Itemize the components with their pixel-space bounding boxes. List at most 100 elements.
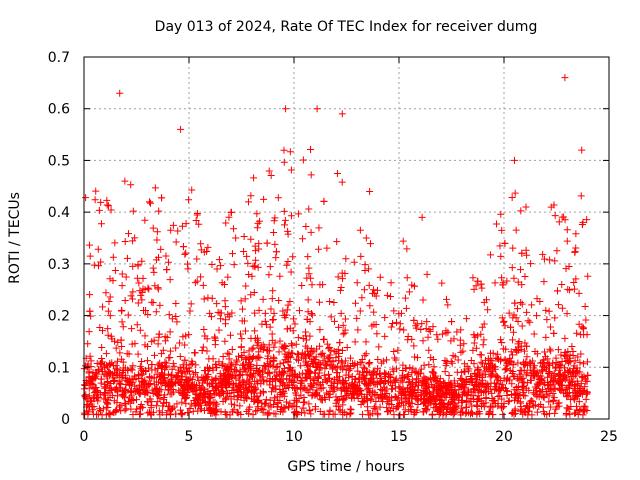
data-point: [187, 300, 195, 308]
data-point: [109, 253, 117, 261]
data-point: [320, 352, 328, 360]
data-point: [272, 254, 280, 262]
data-point: [340, 362, 348, 370]
data-point: [230, 261, 238, 269]
data-point: [247, 192, 255, 200]
data-point: [533, 408, 541, 416]
data-point: [325, 345, 333, 353]
data-point: [253, 406, 261, 414]
data-point: [554, 301, 562, 309]
data-point: [211, 336, 219, 344]
data-point: [113, 367, 121, 375]
data-point: [308, 392, 316, 400]
data-point: [463, 315, 471, 323]
data-point: [221, 337, 229, 345]
data-point: [280, 158, 288, 166]
data-point: [556, 370, 564, 378]
data-point: [546, 345, 554, 353]
data-point: [222, 219, 230, 227]
data-point: [575, 398, 583, 406]
data-point: [472, 282, 480, 290]
data-point: [247, 291, 255, 299]
data-point: [335, 323, 343, 331]
data-point: [211, 333, 219, 341]
data-point: [376, 273, 384, 281]
data-point: [477, 358, 485, 366]
data-point: [250, 174, 258, 182]
data-point: [221, 320, 229, 328]
data-point: [134, 350, 142, 358]
data-point: [570, 285, 578, 293]
data-point: [149, 224, 157, 232]
data-point: [253, 224, 261, 232]
x-tick-label: 25: [600, 429, 618, 445]
data-point: [557, 351, 565, 359]
y-tick-label: 0.7: [48, 50, 70, 66]
data-point: [90, 261, 98, 269]
data-point: [581, 302, 589, 310]
data-point: [95, 262, 103, 270]
data-point: [456, 341, 464, 349]
data-point: [228, 345, 236, 353]
data-point: [295, 307, 303, 315]
data-point: [454, 356, 462, 364]
data-point: [573, 364, 581, 372]
data-point: [117, 401, 125, 409]
data-point: [583, 389, 591, 397]
data-point: [354, 326, 362, 334]
data-point: [399, 237, 407, 245]
data-point: [86, 252, 94, 260]
data-point: [576, 368, 584, 376]
data-point: [477, 330, 485, 338]
data-point: [360, 393, 368, 401]
data-point: [383, 404, 391, 412]
data-point: [193, 277, 201, 285]
data-point: [402, 364, 410, 372]
data-point: [161, 391, 169, 399]
data-point: [389, 320, 397, 328]
data-point: [217, 262, 225, 270]
y-tick-label: 0.6: [48, 102, 70, 118]
data-point: [183, 388, 191, 396]
data-point: [165, 403, 173, 411]
data-point: [156, 301, 164, 309]
data-point: [523, 251, 531, 259]
data-point: [311, 405, 319, 413]
data-point: [306, 406, 314, 414]
data-point: [551, 314, 559, 322]
data-point: [308, 281, 316, 289]
data-point: [206, 365, 214, 373]
data-point: [507, 391, 515, 399]
data-point: [104, 325, 112, 333]
data-point: [316, 342, 324, 350]
data-point: [230, 225, 238, 233]
data-point: [478, 284, 486, 292]
data-point: [315, 224, 323, 232]
data-point: [354, 367, 362, 375]
data-point: [167, 226, 175, 234]
data-point: [576, 358, 584, 366]
data-point: [275, 348, 283, 356]
data-point: [240, 317, 248, 325]
data-point: [220, 280, 228, 288]
data-point: [165, 311, 173, 319]
data-point: [172, 238, 180, 246]
data-point: [118, 282, 126, 290]
data-point: [509, 244, 517, 252]
data-point: [153, 228, 161, 236]
data-point: [317, 351, 325, 359]
data-point: [510, 311, 518, 319]
data-point: [387, 279, 395, 287]
data-point: [229, 250, 237, 258]
data-point: [141, 341, 149, 349]
data-point: [579, 360, 587, 368]
data-point: [236, 402, 244, 410]
data-point: [327, 361, 335, 369]
data-point: [267, 305, 275, 313]
data-point: [524, 317, 532, 325]
x-axis-label: GPS time / hours: [287, 459, 404, 475]
data-point: [387, 323, 395, 331]
data-point: [294, 334, 302, 342]
x-tick-label: 5: [185, 429, 194, 445]
